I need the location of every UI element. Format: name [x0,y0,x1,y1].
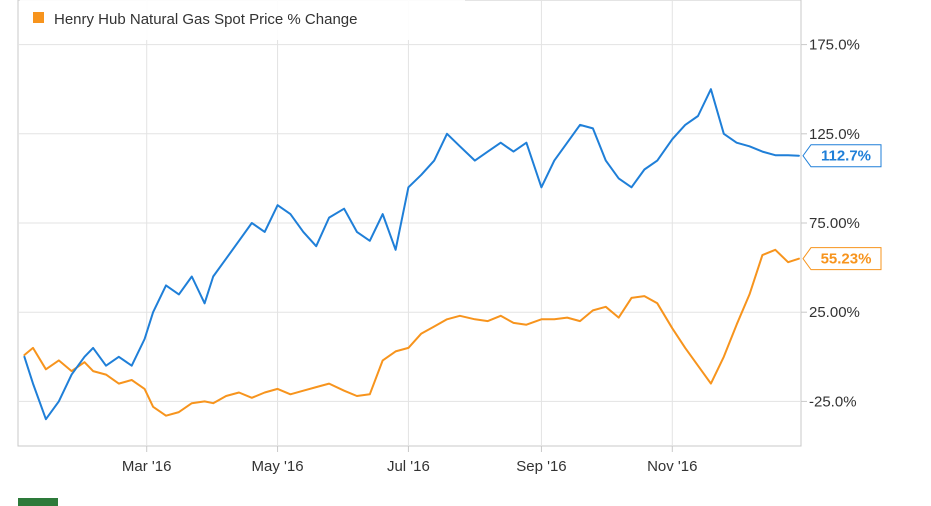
x-tick-label: Mar '16 [122,458,172,475]
grid-lines [18,0,801,446]
y-axis-ticks: 175.0% 125.0% 75.00% 25.00% -25.0% [801,37,860,410]
y-tick-label: 75.00% [809,215,860,232]
x-tick-label: Nov '16 [647,458,697,475]
y-tick-label: 175.0% [809,37,860,54]
end-label-1: 112.7% [821,148,871,165]
series-line-0 [23,248,800,417]
end-label-box-1 [802,144,882,168]
x-axis-ticks: Mar '16 May '16 Jul '16 Sep '16 Nov '16 [122,446,697,475]
series-line-1 [23,88,800,421]
legend-swatch-henry-hub [33,12,44,23]
x-tick-label: Jul '16 [387,458,430,475]
end-label-0: 55.23% [821,251,872,268]
series-layer [23,88,800,421]
y-tick-label: -25.0% [809,393,857,410]
end-labels: 55.23% 112.7% [802,144,882,271]
logo-icon [18,498,58,506]
x-tick-label: May '16 [252,458,304,475]
legend: Henry Hub Natural Gas Spot Price % Chang… [20,0,465,40]
legend-label-henry-hub: Henry Hub Natural Gas Spot Price % Chang… [54,11,357,28]
x-tick-label: Sep '16 [516,458,566,475]
end-label-box-0 [802,247,882,271]
y-tick-label: 25.00% [809,304,860,321]
legend-background [20,0,465,40]
y-tick-label: 125.0% [809,126,860,143]
